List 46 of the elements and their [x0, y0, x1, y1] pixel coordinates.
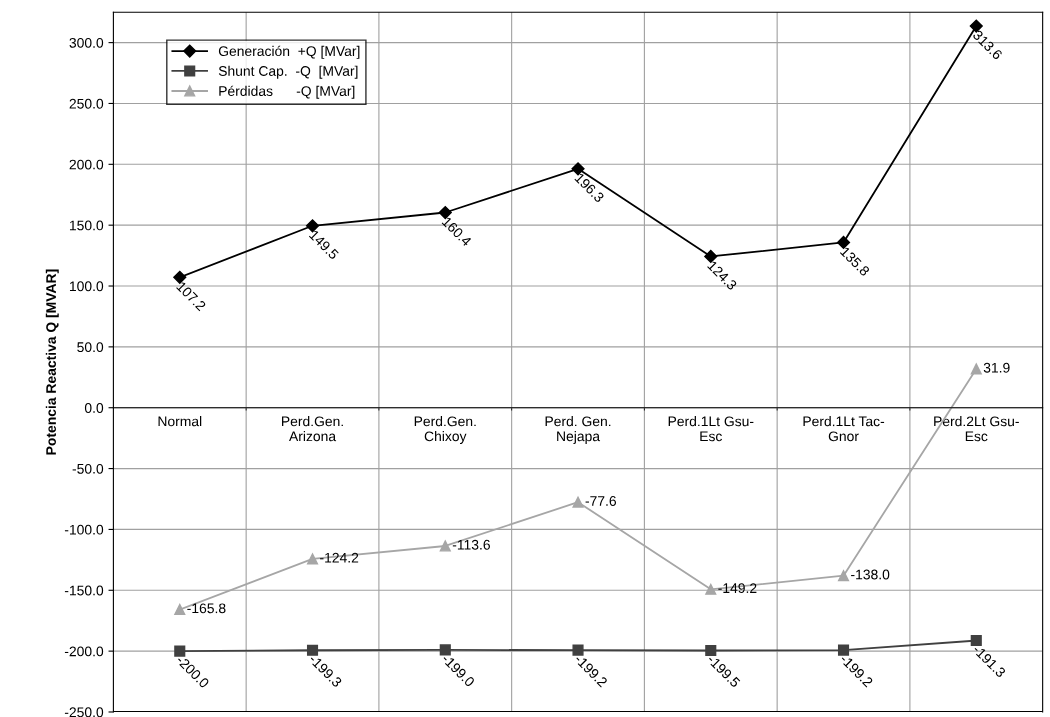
- x-tick-label: Perd.Gen. Chixoy: [414, 416, 476, 444]
- y-tick-label: 0.0: [84, 403, 104, 413]
- point: [970, 634, 982, 647]
- point: [174, 645, 186, 657]
- point: [705, 583, 717, 595]
- y-tick-label: -200.0: [64, 646, 104, 657]
- point: [439, 644, 451, 656]
- x-tick-label: Perd. Gen. Nejapa: [545, 416, 611, 444]
- data-label: 31.9: [983, 362, 1010, 373]
- y-tick-label: -250.0: [64, 707, 104, 717]
- y-tick-label: -100.0: [64, 524, 104, 535]
- data-label: -77.6: [585, 496, 617, 506]
- data-label: -165.8: [187, 603, 226, 614]
- x-tick-label: Perd.1Lt Gsu- Esc: [668, 416, 754, 442]
- point: [837, 570, 850, 582]
- y-tick-label: 150.0: [69, 220, 104, 231]
- y-tick-label: -50.0: [72, 463, 104, 474]
- x-tick-label: Perd.2Lt Gsu- Esc: [934, 416, 1019, 442]
- point: [572, 496, 584, 508]
- x-tick-label: Perd.Gen. Arizona: [282, 416, 343, 442]
- point: [174, 603, 186, 616]
- data-label: -113.6: [452, 539, 490, 550]
- point: [306, 553, 319, 565]
- data-label: -124.2: [320, 552, 359, 563]
- point: [837, 644, 850, 656]
- y-tick-label: 300.0: [69, 37, 104, 48]
- point: [836, 235, 851, 250]
- legend-label: Pérdidas -Q [MVar]: [219, 85, 355, 99]
- y-axis-title: Potencia Reactiva Q [MVAR]: [45, 269, 59, 455]
- x-tick-label: Perd.1Lt Tac- Gnor: [803, 416, 885, 442]
- point: [306, 644, 319, 656]
- point: [439, 540, 451, 552]
- y-tick-label: 100.0: [69, 281, 104, 292]
- point: [572, 644, 584, 656]
- legend-label: Shunt Cap. -Q [MVar]: [218, 65, 358, 79]
- y-tick-label: 200.0: [69, 159, 104, 170]
- data-label: -149.2: [718, 583, 757, 594]
- point: [970, 363, 982, 375]
- legend-label: Generación +Q [MVar]: [218, 45, 360, 59]
- point: [438, 205, 452, 220]
- y-tick-label: -150.0: [64, 585, 104, 596]
- point: [705, 644, 717, 657]
- x-tick-label: Normal: [158, 416, 202, 427]
- y-tick-label: 50.0: [77, 342, 104, 353]
- data-label: -138.0: [851, 569, 890, 580]
- y-tick-label: 250.0: [69, 98, 104, 109]
